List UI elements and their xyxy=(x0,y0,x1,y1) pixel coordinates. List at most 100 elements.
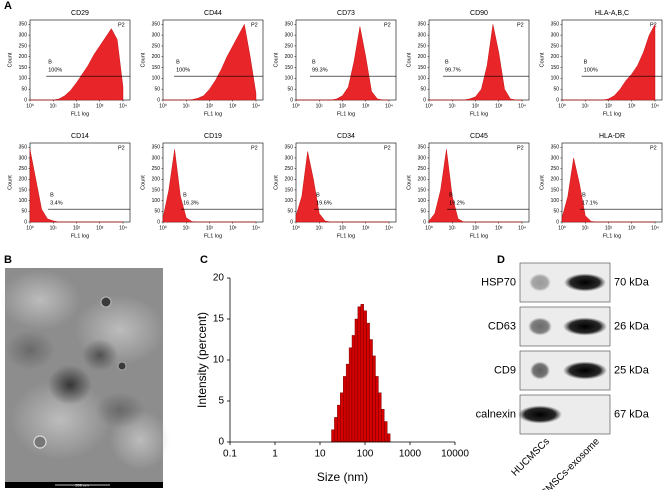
x-tick-label: 10⁰ xyxy=(159,225,167,231)
annotation: P2 xyxy=(118,145,125,151)
gate-percent: 3.4% xyxy=(50,201,63,207)
x-tick-label: 10⁴ xyxy=(119,103,127,109)
bar xyxy=(360,304,364,443)
gate-label: B xyxy=(316,193,320,199)
y-tick-label: 200 xyxy=(418,177,427,183)
x-tick-label: 10000 xyxy=(441,449,469,460)
bar xyxy=(357,306,362,443)
gate-label: B xyxy=(584,60,588,66)
y-axis-label: Count xyxy=(140,52,146,67)
blot-strip xyxy=(519,394,611,435)
y-axis-label: Intensity (percent) xyxy=(195,312,209,408)
y-tick-label: 50 xyxy=(553,209,559,215)
x-tick-label: 10² xyxy=(73,225,81,231)
y-tick-label: 300 xyxy=(19,155,28,161)
y-tick-label: 50 xyxy=(287,209,293,215)
y-tick-label: 50 xyxy=(420,209,426,215)
x-tick-label: 10⁰ xyxy=(292,225,300,231)
x-axis-label: FL1 log xyxy=(603,111,621,117)
gate-percent: 100% xyxy=(48,68,62,74)
x-tick-label: 10² xyxy=(339,225,347,231)
y-tick-label: 0 xyxy=(556,97,559,103)
x-tick-label: 10² xyxy=(206,103,214,109)
y-tick-label: 20 xyxy=(213,273,225,284)
x-tick-label: 10³ xyxy=(96,103,104,109)
x-tick-label: 10⁰ xyxy=(159,103,167,109)
y-tick-label: 100 xyxy=(152,198,161,204)
annotation: P2 xyxy=(251,145,258,151)
histogram-area xyxy=(428,149,523,223)
y-tick-label: 350 xyxy=(152,22,161,28)
gate-label: B xyxy=(176,60,180,66)
y-axis-label: Count xyxy=(406,175,412,190)
x-tick-label: 1 xyxy=(272,449,278,460)
gate-percent: 99.3% xyxy=(312,68,328,74)
y-tick-label: 350 xyxy=(418,22,427,28)
y-tick-label: 0 xyxy=(290,219,293,225)
x-axis-label: FL1 log xyxy=(470,111,488,117)
y-tick-label: 350 xyxy=(285,145,294,151)
annotation: P2 xyxy=(517,22,524,28)
x-axis-label: FL1 log xyxy=(204,233,222,239)
histogram-area xyxy=(29,149,124,223)
protein-label: calnexin xyxy=(476,408,516,420)
y-tick-label: 0 xyxy=(157,97,160,103)
gate-percent: 19.2% xyxy=(449,201,465,207)
x-tick-label: 10² xyxy=(605,103,613,109)
x-tick-label: 10¹ xyxy=(50,225,58,231)
bar xyxy=(378,392,382,443)
x-axis-label: FL1 log xyxy=(470,233,488,239)
y-tick-label: 250 xyxy=(19,166,28,172)
chart-title: CD14 xyxy=(71,133,89,140)
y-tick-label: 250 xyxy=(152,166,161,172)
x-tick-label: 10³ xyxy=(362,103,370,109)
x-tick-label: 10² xyxy=(73,103,81,109)
x-axis-label: Size (nm) xyxy=(317,470,368,484)
bar xyxy=(351,335,356,443)
x-tick-label: 10⁰ xyxy=(26,103,34,109)
y-tick-label: 250 xyxy=(551,166,560,172)
x-tick-label: 10³ xyxy=(628,103,636,109)
y-tick-label: 300 xyxy=(285,32,294,38)
x-tick-label: 10⁰ xyxy=(425,103,433,109)
y-tick-label: 100 xyxy=(551,198,560,204)
x-tick-label: 10³ xyxy=(229,103,237,109)
y-tick-label: 200 xyxy=(19,54,28,60)
bar xyxy=(369,339,373,443)
x-axis-label: FL1 log xyxy=(337,111,355,117)
y-tick-label: 300 xyxy=(418,155,427,161)
y-tick-label: 300 xyxy=(285,155,294,161)
y-tick-label: 100 xyxy=(152,76,161,82)
x-axis-label: FL1 log xyxy=(71,111,89,117)
y-tick-label: 0 xyxy=(423,97,426,103)
y-tick-label: 200 xyxy=(285,54,294,60)
y-axis-label: Count xyxy=(273,175,279,190)
gate-percent: 100% xyxy=(176,68,190,74)
x-tick-label: 10² xyxy=(605,225,613,231)
gate-percent: 16.3% xyxy=(183,201,199,207)
y-tick-label: 100 xyxy=(418,76,427,82)
x-tick-label: 10⁴ xyxy=(252,103,260,109)
y-tick-label: 250 xyxy=(285,166,294,172)
y-tick-label: 0 xyxy=(157,219,160,225)
y-tick-label: 50 xyxy=(154,209,160,215)
bar xyxy=(366,322,370,443)
x-tick-label: 10³ xyxy=(495,225,503,231)
bar xyxy=(337,404,341,443)
y-tick-label: 200 xyxy=(152,177,161,183)
y-tick-label: 200 xyxy=(19,177,28,183)
x-tick-label: 10² xyxy=(339,103,347,109)
annotation: P2 xyxy=(384,22,391,28)
y-tick-label: 50 xyxy=(420,87,426,93)
x-tick-label: 10⁴ xyxy=(385,225,393,231)
y-tick-label: 150 xyxy=(551,187,560,193)
y-tick-label: 350 xyxy=(551,22,560,28)
gate-label: B xyxy=(50,193,54,199)
panel-label: D xyxy=(497,254,505,266)
y-tick-label: 150 xyxy=(152,187,161,193)
size-label: 25 kDa xyxy=(614,364,650,376)
x-tick-label: 10⁴ xyxy=(518,225,526,231)
x-tick-label: 10³ xyxy=(495,103,503,109)
bar xyxy=(375,376,379,443)
